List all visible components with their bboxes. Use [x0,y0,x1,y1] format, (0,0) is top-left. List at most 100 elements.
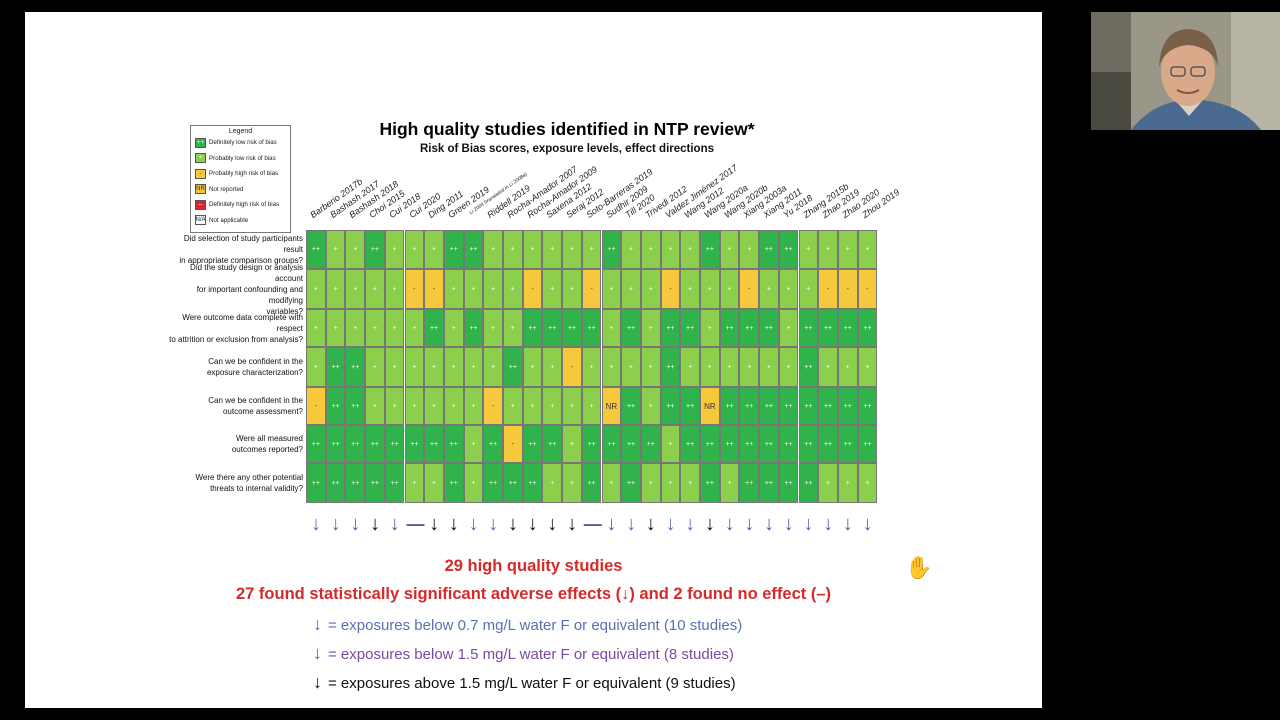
rating-cell: + [562,425,582,463]
rating-cell: + [640,269,661,309]
down-arrow-icon: ↓ [606,513,617,535]
rating-cell: ++ [857,309,878,347]
hand-cursor-icon: ✋ [905,555,933,580]
rating-cell: + [404,347,425,387]
down-arrow-icon: ↓ [724,513,735,535]
rating-cell: ++ [404,425,425,463]
bias-question: Can we be confident in the exposure chara… [163,347,303,387]
rating-cell: NR [601,387,622,425]
rating-cell: + [522,387,543,425]
rating-cell: + [719,463,740,503]
key-row-black: ↓ = exposures above 1.5 mg/L water F or e… [313,672,736,693]
key-text: = exposures below 0.7 mg/L water F or eq… [328,617,743,634]
legend-item: - Probably high risk of bias [195,168,278,179]
rating-cell: + [503,269,523,309]
legend-swatch: - [195,168,206,179]
rating-cell: + [680,230,700,269]
rating-cell: ++ [365,463,385,503]
rating-cell: ++ [818,425,838,463]
legend-label: Probably high risk of bias [209,170,279,177]
rating-cell: + [424,387,444,425]
rating-cell: + [581,387,602,425]
rating-cell: + [463,347,484,387]
down-arrow-icon: ↓ [313,614,322,634]
rating-cell: + [306,309,326,347]
no-effect-dash-icon: — [583,514,602,534]
rating-cell: + [581,230,602,269]
down-arrow-icon: ↓ [468,513,479,535]
rating-cell: ++ [345,463,366,503]
key-text: = exposures above 1.5 mg/L water F or eq… [328,675,736,692]
rating-cell: + [503,387,523,425]
rating-cell: + [463,387,484,425]
rating-cell: - [404,269,425,309]
legend-label: Not reported [209,185,244,193]
rating-cell: + [384,309,405,347]
rating-cell: - [837,269,858,309]
rating-cell: ++ [759,425,779,463]
rating-cell: ++ [384,425,405,463]
rating-cell: - [581,269,602,309]
rating-cell: ++ [542,425,563,463]
down-arrow-icon: ↓ [803,513,814,535]
rating-cell: + [621,347,641,387]
rating-cell: + [325,230,346,269]
rating-cell: ++ [857,425,878,463]
question-line: outcomes reported? [231,445,303,454]
rating-cell: + [443,347,464,387]
rating-cell: + [837,347,858,387]
rating-cell: ++ [719,425,740,463]
rating-cell: + [857,463,878,503]
rating-cell: ++ [759,463,779,503]
rating-cell: ++ [365,230,385,269]
question-line: Were outcome data complete with respect [182,312,303,333]
rating-cell: + [719,269,740,309]
rating-cell: ++ [325,425,346,463]
rating-cell: + [837,463,858,503]
rating-cell: + [640,309,661,347]
legend-label: Probably low risk of bias [209,154,276,162]
rating-cell: - [424,269,444,309]
legend-swatch: -- [195,199,206,210]
legend-label: Definitely low risk of bias [209,139,277,146]
rating-cell: ++ [798,425,819,463]
question-line: outcome assessment? [222,407,303,416]
down-arrow-icon: ↓ [488,513,499,535]
rating-cell: ++ [483,425,503,463]
rating-cell: + [798,230,819,269]
question-line: Did the study design or analysis account [190,262,303,283]
key-row-purple: ↓ = exposures below 1.5 mg/L water F or e… [313,643,734,664]
rating-cell: + [660,463,681,503]
rating-cell: + [345,230,366,269]
rating-cell: ++ [443,425,464,463]
rating-cell: ++ [325,347,346,387]
question-line: to attrition or exclusion from analysis? [169,334,303,344]
rating-cell: + [640,387,661,425]
slide-title: High quality studies identified in NTP r… [379,119,755,139]
summary-count: 29 high quality studies [444,557,623,575]
rating-cell: + [384,347,405,387]
down-arrow-icon: ↓ [313,672,322,692]
rating-cell: ++ [640,425,661,463]
rating-cell: + [759,347,779,387]
rating-cell: + [365,269,385,309]
down-arrow-icon: ↓ [448,513,459,535]
rating-cell: + [562,230,582,269]
rating-cell: + [306,347,326,387]
rating-cell: + [621,230,641,269]
rating-cell: + [778,347,799,387]
legend-item: NR Not reported [195,184,243,195]
rating-cell: ++ [345,425,366,463]
rating-cell: ++ [837,387,858,425]
rating-cell: ++ [581,309,602,347]
down-arrow-icon: ↓ [370,513,381,535]
rating-cell: ++ [621,309,641,347]
rating-cell: ++ [522,463,543,503]
rating-cell: + [463,425,484,463]
rating-cell: ++ [325,387,346,425]
rating-cell: + [483,347,503,387]
rating-cell: ++ [798,387,819,425]
rating-cell: + [365,387,385,425]
rating-cell: + [443,387,464,425]
rating-cell: + [345,309,366,347]
